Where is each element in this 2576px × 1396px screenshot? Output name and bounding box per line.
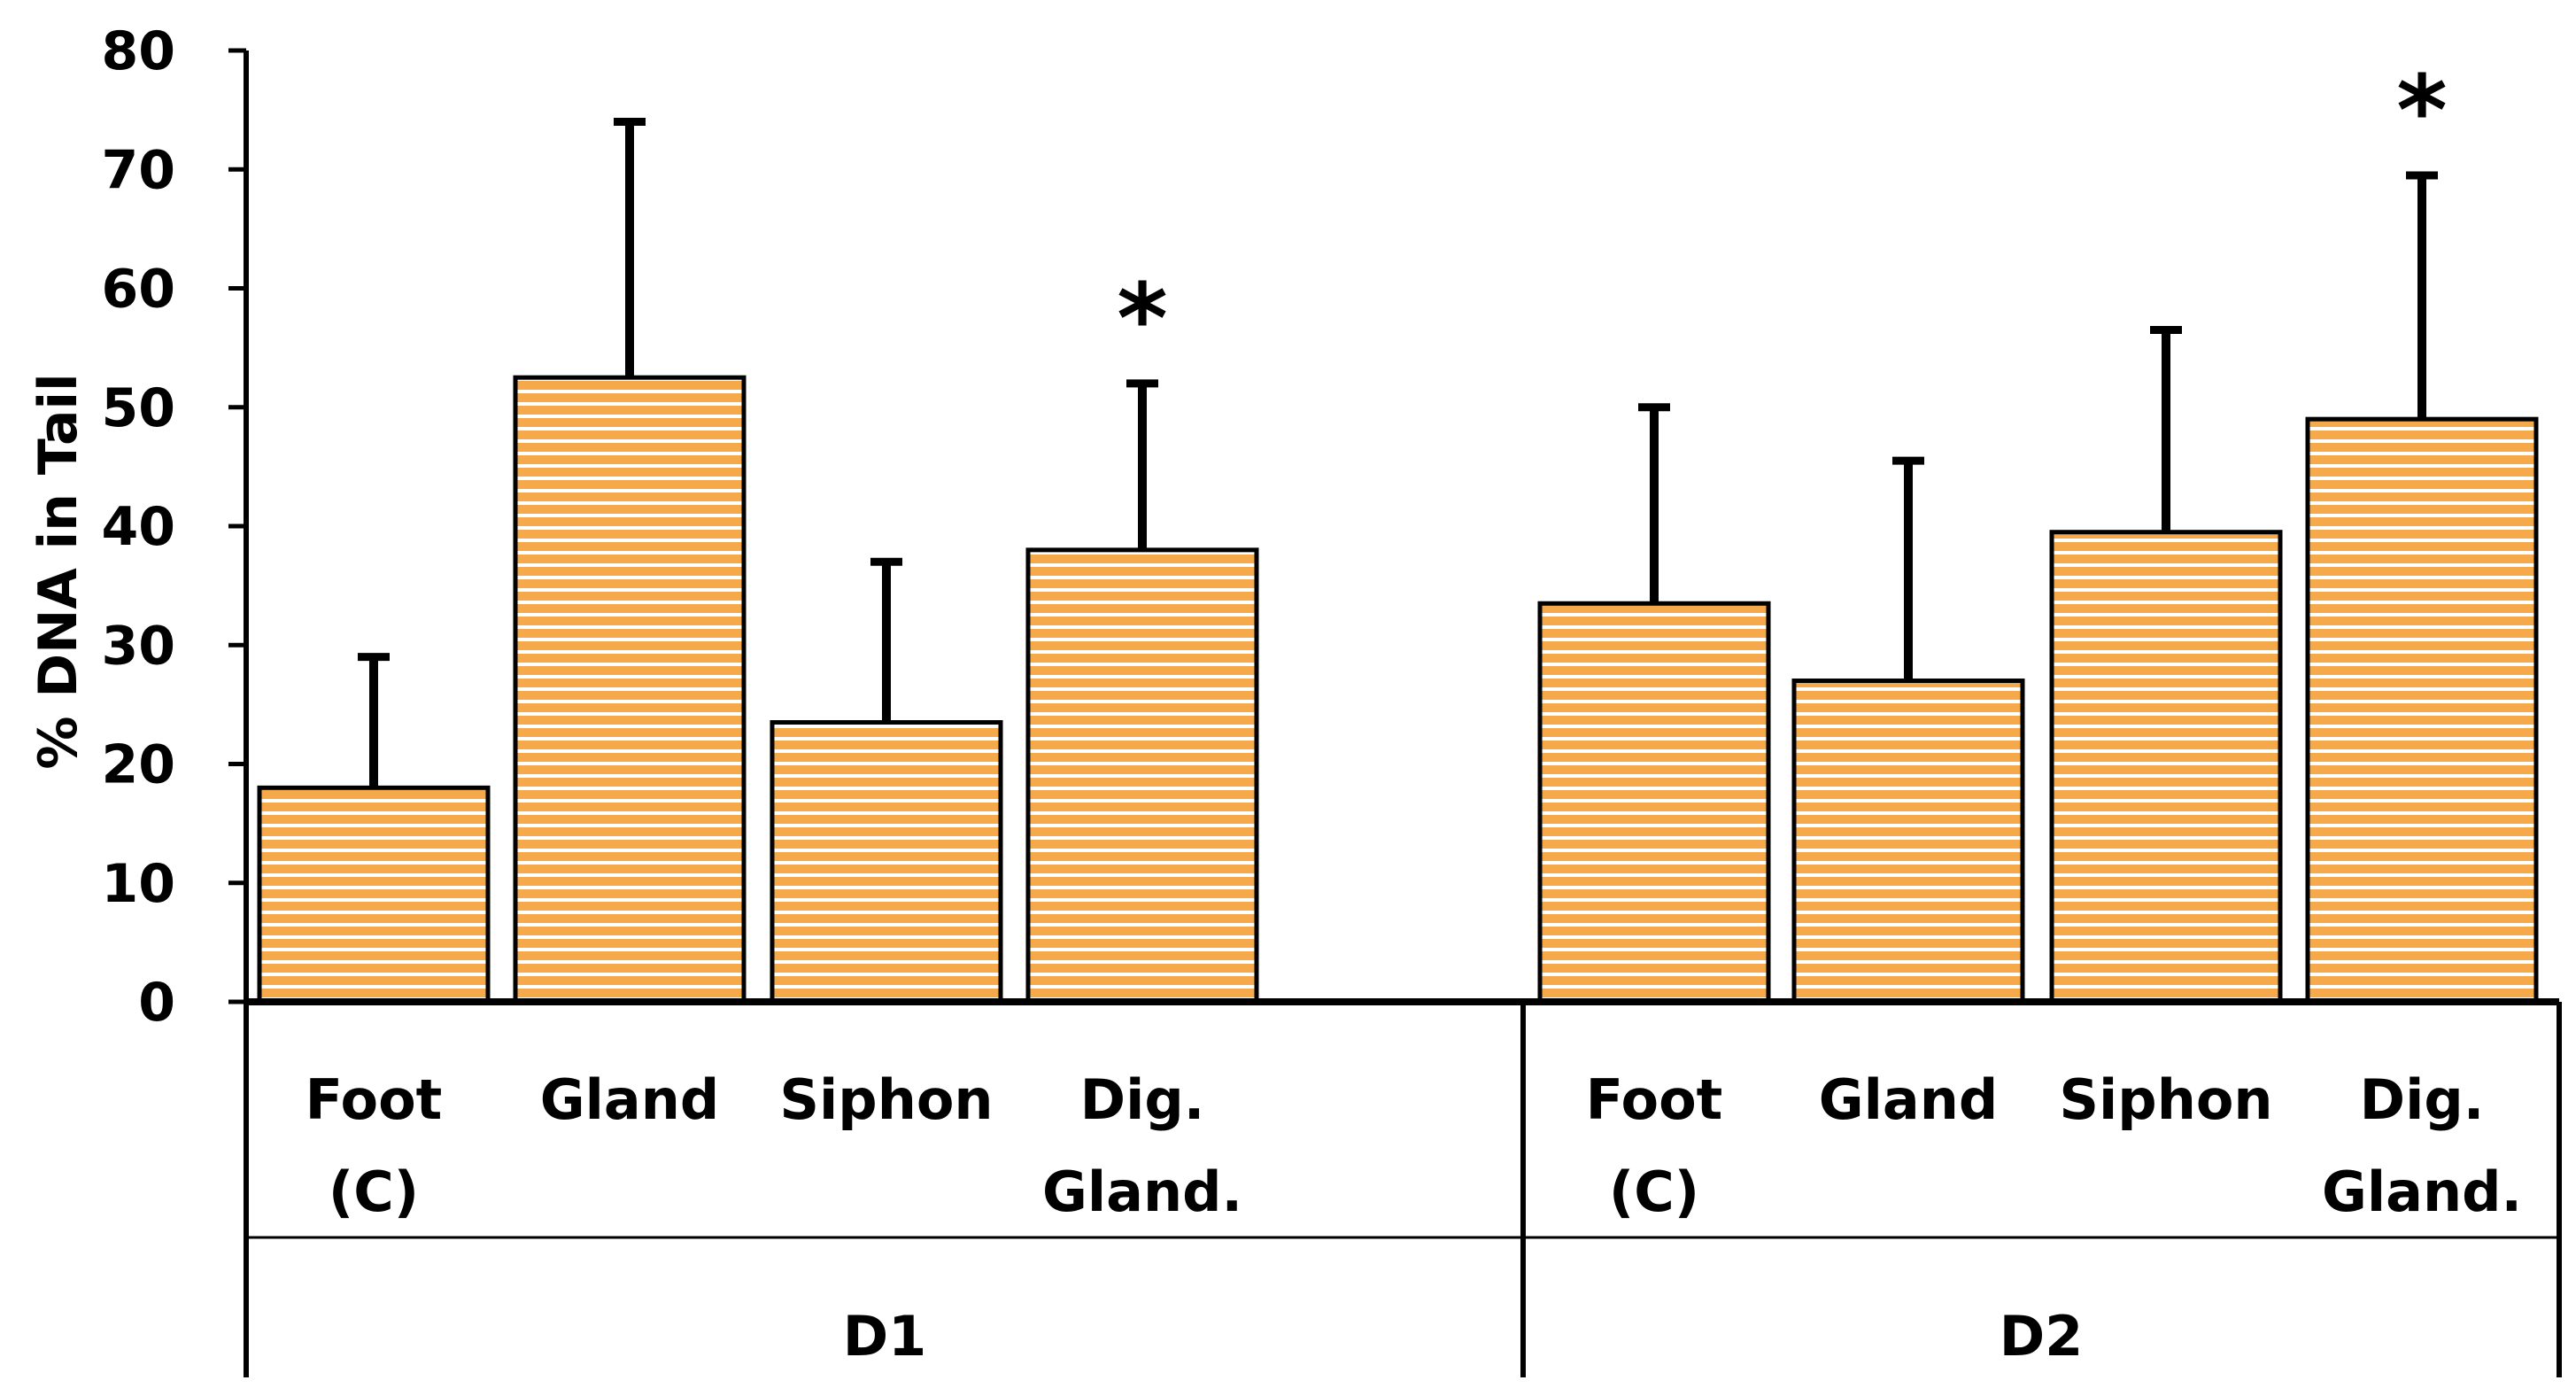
y-tick-label: 80: [102, 20, 176, 82]
category-label: Gland.: [1042, 1159, 1242, 1224]
category-label: (C): [1609, 1159, 1699, 1224]
group-label-d2: D2: [2000, 1304, 2084, 1369]
significance-marker: *: [2396, 54, 2448, 167]
y-axis-title: % DNA in Tail: [27, 373, 89, 769]
y-tick-label: 70: [102, 139, 176, 201]
bar-d1-dig-gland: [1025, 547, 1259, 1004]
bar-d2-gland: [1791, 679, 2025, 1004]
category-label: Dig.: [1080, 1067, 1205, 1132]
category-label: Gland: [540, 1067, 720, 1132]
bar-d1-gland: [513, 375, 746, 1004]
y-tick-label: 40: [102, 496, 176, 558]
bar-d1-siphon: [770, 720, 1003, 1004]
bar-d1-foot-c: [257, 785, 491, 1004]
category-label: Foot: [1586, 1067, 1723, 1132]
bar-d2-dig-gland: [2305, 416, 2539, 1004]
category-label: Dig.: [2360, 1067, 2485, 1132]
bar-d2-foot-c: [1537, 601, 1771, 1004]
significance-marker: *: [1117, 262, 1168, 376]
y-tick-label: 50: [102, 377, 176, 439]
y-tick-label: 0: [138, 972, 175, 1034]
category-label: Siphon: [779, 1067, 993, 1132]
y-tick-label: 30: [102, 615, 176, 677]
category-label: Siphon: [2059, 1067, 2272, 1132]
category-label: Foot: [306, 1067, 443, 1132]
group-label-d1: D1: [843, 1304, 927, 1369]
category-label: (C): [329, 1159, 419, 1224]
category-label: Gland.: [2322, 1159, 2522, 1224]
category-label: Gland: [1819, 1067, 1999, 1132]
y-tick-label: 10: [102, 853, 176, 915]
y-tick-label: 60: [102, 259, 176, 321]
y-tick-label: 20: [102, 734, 176, 796]
bar-d2-siphon: [2049, 530, 2283, 1004]
